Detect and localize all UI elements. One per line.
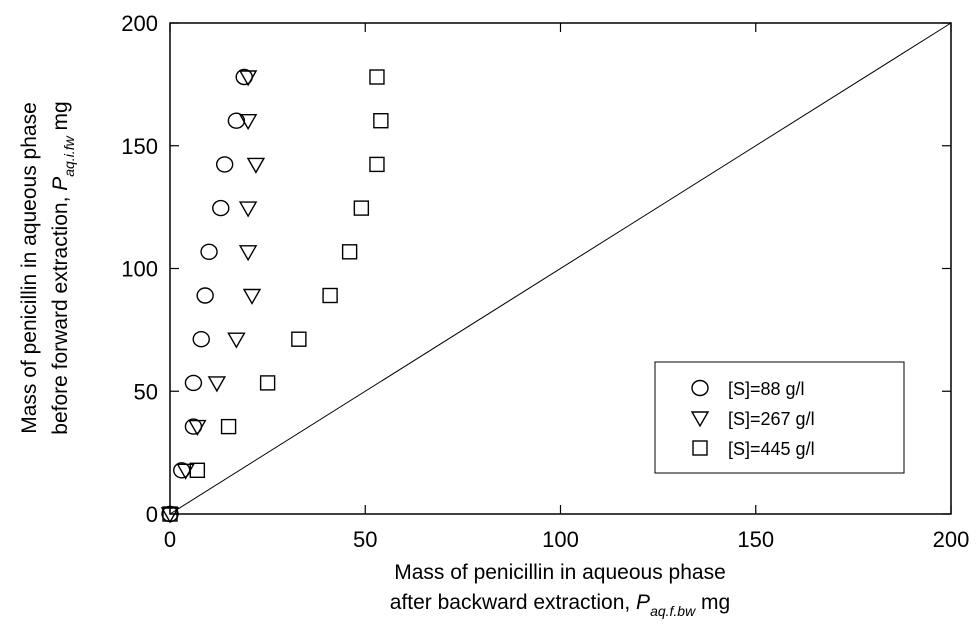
y-axis-label-line1: Mass of penicillin in aqueous phase <box>18 102 41 434</box>
series-1-point-4 <box>227 332 246 349</box>
series-1-point-3 <box>207 376 227 393</box>
series-0-point-4 <box>192 331 210 348</box>
data-markers <box>160 68 389 524</box>
x-axis-label-line2: after backward extraction, Paq.f.bw mg <box>390 591 730 619</box>
series-2-point-0 <box>162 506 178 522</box>
y-axis-label-prefix: before forward extraction, <box>49 191 72 435</box>
legend: [S]=88 g/l [S]=267 g/l [S]=445 g/l <box>654 361 905 474</box>
series-0-point-3 <box>184 374 203 392</box>
series-2-point-2 <box>220 418 237 435</box>
y-axis-label-sub: aq.i.fw <box>61 135 77 176</box>
x-axis-label-line1: Mass of penicillin in aqueous phase <box>394 561 726 584</box>
series-2-point-6 <box>341 244 358 260</box>
x-tick-label-2: 100 <box>542 527 579 552</box>
series-0-point-5 <box>196 287 214 304</box>
series-1-point-8 <box>246 157 266 174</box>
series-0-point-7 <box>212 199 230 217</box>
y-axis-label-line2: before forward extraction, Paq.i.fw mg <box>49 101 77 434</box>
y-tick-label-3: 150 <box>121 134 158 159</box>
series-0-point-8 <box>215 156 234 173</box>
x-axis-label-var: P <box>636 591 650 614</box>
series-1-point-1 <box>176 463 195 480</box>
series-2-point-1 <box>189 462 206 479</box>
y-tick-label-1: 50 <box>134 379 158 404</box>
reference-line <box>169 22 952 515</box>
y-tick-label-0: 0 <box>146 502 158 527</box>
series-2-point-8 <box>369 156 385 173</box>
series-2-point-5 <box>322 287 338 304</box>
x-tick-label-0: 0 <box>164 527 176 552</box>
series-2-point-9 <box>373 113 389 129</box>
legend-label-1: [S]=267 g/l <box>728 409 815 429</box>
series-1-point-5 <box>242 288 262 305</box>
series-1-point-0 <box>160 507 180 524</box>
series-2-point-3 <box>259 375 276 391</box>
y-tick-label-2: 100 <box>121 257 158 282</box>
x-axis-label-sub: aq.f.bw <box>650 603 696 619</box>
y-axis-label-unit: mg <box>49 101 72 136</box>
axis-ticks <box>169 22 952 515</box>
series-1-point-7 <box>238 201 258 218</box>
legend-marker-1 <box>690 411 710 428</box>
series-1-point-9 <box>238 114 258 131</box>
y-tick-label-4: 200 <box>121 11 158 36</box>
legend-marker-0 <box>691 379 709 397</box>
x-tick-label-4: 200 <box>933 527 970 552</box>
legend-label-0: [S]=88 g/l <box>728 379 805 399</box>
series-0-point-9 <box>227 112 246 129</box>
x-tick-label-1: 50 <box>353 527 377 552</box>
series-2-point-4 <box>291 331 307 347</box>
series-1-point-2 <box>188 419 207 437</box>
series-1-point-10 <box>238 70 258 87</box>
y-axis-label-var: P <box>49 177 72 191</box>
series-0-point-6 <box>200 243 218 261</box>
series-2-point-10 <box>369 69 385 85</box>
series-2-point-7 <box>353 200 370 216</box>
x-axis-label-prefix: after backward extraction, <box>390 591 636 614</box>
tick-labels: 0 50 100 150 200 0 50 100 150 200 <box>121 11 969 552</box>
x-axis-label-unit: mg <box>695 591 730 614</box>
series-1-point-6 <box>238 245 258 262</box>
x-tick-label-3: 150 <box>737 527 774 552</box>
legend-marker-2 <box>692 440 708 456</box>
legend-label-2: [S]=445 g/l <box>728 439 815 459</box>
